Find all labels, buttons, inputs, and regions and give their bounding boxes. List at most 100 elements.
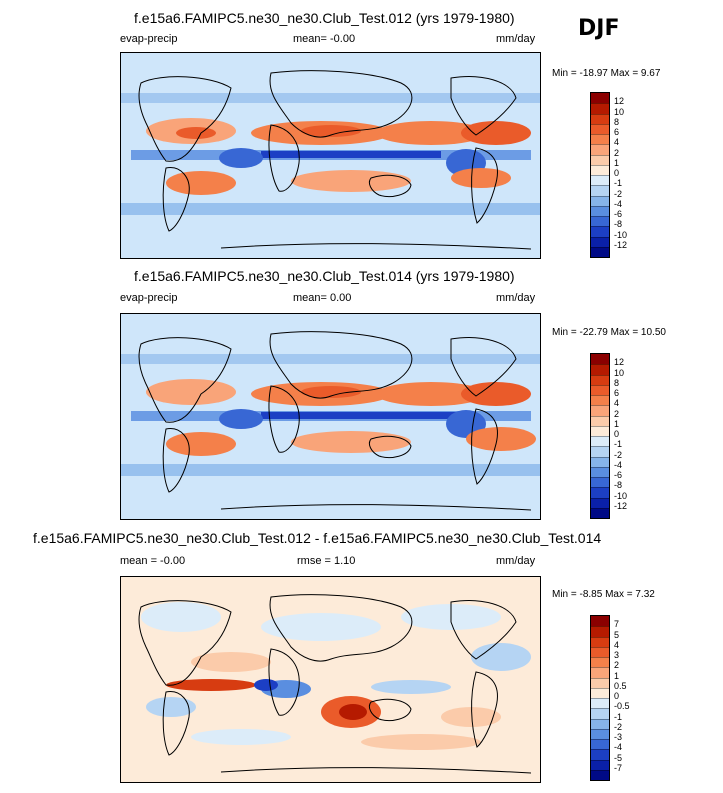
panel-1-map bbox=[120, 52, 541, 259]
panel-1-colorbar bbox=[590, 92, 610, 258]
colorbar-tick-label: 4 bbox=[614, 137, 620, 148]
colorbar-segment bbox=[591, 103, 609, 114]
colorbar-tick-label: 7 bbox=[614, 619, 620, 630]
colorbar-segment bbox=[591, 667, 609, 678]
panel-2-units-label: mm/day bbox=[496, 292, 536, 304]
panel-1-min-max: Min = -18.97 Max = 9.67 bbox=[552, 68, 661, 79]
colorbar-tick-label: -4 bbox=[614, 198, 623, 209]
colorbar-segment bbox=[591, 154, 609, 165]
colorbar-segment bbox=[591, 636, 609, 647]
panel-2-variable-label: evap-precip bbox=[120, 292, 178, 304]
colorbar-tick-label: -12 bbox=[614, 239, 628, 250]
panel-2-map bbox=[120, 313, 541, 520]
colorbar-segment bbox=[591, 446, 609, 457]
colorbar-segment bbox=[591, 123, 609, 134]
colorbar-segment bbox=[591, 216, 609, 227]
colorbar-segment bbox=[591, 718, 609, 729]
colorbar-segment bbox=[591, 749, 609, 760]
colorbar-tick-label: -8 bbox=[614, 480, 623, 491]
colorbar-tick-label: -1 bbox=[614, 439, 623, 450]
season-label: DJF bbox=[578, 16, 620, 41]
colorbar-tick-label: 12 bbox=[614, 357, 625, 368]
panel-3-rmse-label: rmse = 1.10 bbox=[297, 555, 356, 567]
colorbar-tick-label: 8 bbox=[614, 116, 620, 127]
colorbar-tick-label: 2 bbox=[614, 147, 620, 158]
colorbar-tick-label: -6 bbox=[614, 209, 623, 219]
colorbar-segment bbox=[591, 487, 609, 498]
colorbar-tick-label: 10 bbox=[614, 367, 625, 378]
colorbar-tick-label: 6 bbox=[614, 127, 620, 137]
colorbar-tick-label: 10 bbox=[614, 106, 625, 117]
colorbar-tick-label: 8 bbox=[614, 377, 620, 388]
colorbar-segment bbox=[591, 236, 609, 247]
colorbar-segment bbox=[591, 354, 609, 365]
colorbar-segment bbox=[591, 769, 609, 780]
colorbar-tick-label: 4 bbox=[614, 639, 620, 650]
panel-3-units-label: mm/day bbox=[496, 555, 536, 567]
colorbar-tick-label: 2 bbox=[614, 408, 620, 419]
colorbar-segment bbox=[591, 185, 609, 196]
colorbar-tick-label: 1 bbox=[614, 418, 620, 429]
panel-2-colorbar bbox=[590, 353, 610, 519]
colorbar-segment bbox=[591, 164, 609, 175]
colorbar-segment bbox=[591, 466, 609, 477]
colorbar-tick-label: -8 bbox=[614, 219, 623, 230]
colorbar-segment bbox=[591, 364, 609, 375]
colorbar-segment bbox=[591, 739, 609, 750]
colorbar-tick-label: -4 bbox=[614, 742, 623, 753]
colorbar-tick-label: -4 bbox=[614, 459, 623, 470]
colorbar-tick-label: 6 bbox=[614, 388, 620, 398]
panel-1-units-label: mm/day bbox=[496, 33, 536, 45]
colorbar-segment bbox=[591, 657, 609, 668]
panel-3-colorbar bbox=[590, 615, 610, 781]
colorbar-tick-label: -2 bbox=[614, 721, 623, 732]
panel-2-title: f.e15a6.FAMIPC5.ne30_ne30.Club_Test.014 … bbox=[134, 268, 515, 284]
colorbar-tick-label: -1 bbox=[614, 711, 623, 722]
colorbar-segment bbox=[591, 246, 609, 257]
colorbar-tick-label: -0.5 bbox=[614, 701, 630, 712]
colorbar-segment bbox=[591, 507, 609, 518]
colorbar-tick-label: -10 bbox=[614, 229, 628, 240]
colorbar-tick-label: 2 bbox=[614, 660, 620, 671]
colorbar-segment bbox=[591, 759, 609, 770]
colorbar-segment bbox=[591, 395, 609, 406]
colorbar-tick-label: 5 bbox=[614, 629, 620, 640]
panel-3-min-max: Min = -8.85 Max = 7.32 bbox=[552, 589, 655, 600]
colorbar-tick-label: 1 bbox=[614, 157, 620, 168]
colorbar-segment bbox=[591, 616, 609, 627]
colorbar-tick-label: -2 bbox=[614, 449, 623, 460]
colorbar-tick-label: 4 bbox=[614, 398, 620, 409]
colorbar-tick-label: -6 bbox=[614, 470, 623, 480]
colorbar-segment bbox=[591, 497, 609, 508]
panel-3-map bbox=[120, 576, 541, 783]
colorbar-segment bbox=[591, 93, 609, 104]
colorbar-segment bbox=[591, 405, 609, 416]
colorbar-segment bbox=[591, 646, 609, 657]
panel-3-map-graphic bbox=[121, 577, 540, 782]
colorbar-tick-label: 3 bbox=[614, 650, 620, 660]
colorbar-segment bbox=[591, 698, 609, 709]
colorbar-tick-label: 0 bbox=[614, 429, 620, 439]
colorbar-tick-label: 0.5 bbox=[614, 680, 627, 691]
colorbar-segment bbox=[591, 113, 609, 124]
panel-3-title: f.e15a6.FAMIPC5.ne30_ne30.Club_Test.012 … bbox=[33, 530, 602, 546]
colorbar-segment bbox=[591, 415, 609, 426]
colorbar-tick-label: -10 bbox=[614, 490, 628, 501]
colorbar-segment bbox=[591, 456, 609, 467]
colorbar-tick-label: 1 bbox=[614, 670, 620, 681]
colorbar-segment bbox=[591, 384, 609, 395]
colorbar-segment bbox=[591, 425, 609, 436]
colorbar-tick-label: -7 bbox=[614, 762, 623, 773]
colorbar-tick-label: 0 bbox=[614, 168, 620, 178]
colorbar-segment bbox=[591, 677, 609, 688]
panel-2-mean-label: mean= 0.00 bbox=[293, 292, 352, 304]
colorbar-segment bbox=[591, 134, 609, 145]
panel-1-title: f.e15a6.FAMIPC5.ne30_ne30.Club_Test.012 … bbox=[134, 10, 515, 26]
panel-1-map-graphic bbox=[121, 53, 540, 258]
colorbar-segment bbox=[591, 728, 609, 739]
colorbar-segment bbox=[591, 687, 609, 698]
panel-1-mean-label: mean= -0.00 bbox=[293, 33, 356, 45]
colorbar-tick-label: -2 bbox=[614, 188, 623, 199]
colorbar-tick-label: 12 bbox=[614, 96, 625, 107]
colorbar-segment bbox=[591, 708, 609, 719]
